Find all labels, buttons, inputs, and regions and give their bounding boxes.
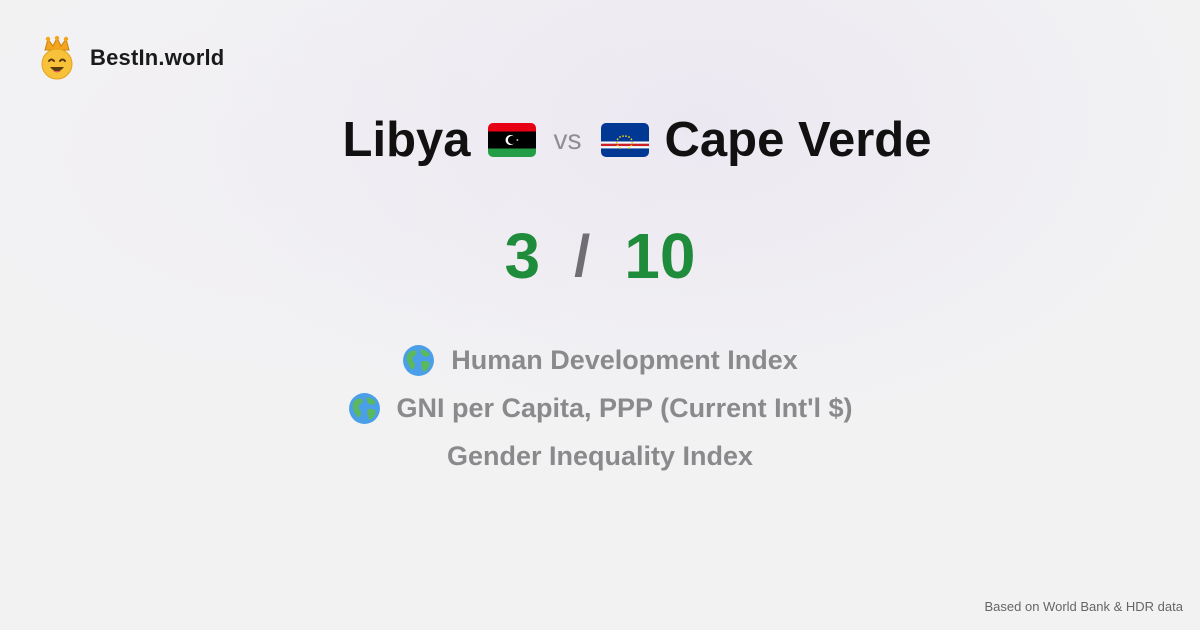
metric-item: GNI per Capita, PPP (Current Int'l $) [0, 384, 1200, 432]
metric-label: Gender Inequality Index [446, 440, 754, 471]
metric-label: Human Development Index [451, 344, 798, 375]
vs-label: vs [553, 124, 582, 155]
country-a-name: Libya [342, 113, 471, 167]
libya-flag-icon [487, 123, 536, 157]
brand-name: BestIn.world [90, 45, 225, 70]
cape-verde-flag-icon [600, 123, 649, 157]
score-country-a: 3 [504, 220, 541, 292]
country-b-name: Cape Verde [664, 113, 932, 167]
metric-item: Gender Inequality Index [0, 432, 1200, 480]
brand-logo[interactable]: BestIn.world [38, 36, 224, 80]
score-separator: / [574, 223, 591, 289]
metric-label: GNI per Capita, PPP (Current Int'l $) [396, 392, 853, 423]
crowned-smiley-icon [41, 36, 73, 80]
data-source-note: Based on World Bank & HDR data [984, 599, 1183, 614]
metrics-list: Human Development Index GNI per Capita, … [0, 336, 1200, 480]
metric-item: Human Development Index [0, 336, 1200, 384]
score-country-b: 10 [624, 220, 696, 292]
score-display: 3 / 10 [0, 216, 1200, 296]
globe-icon [403, 344, 435, 376]
globe-icon [348, 392, 380, 424]
comparison-title: Libya vs Cape Verde [0, 108, 1200, 172]
